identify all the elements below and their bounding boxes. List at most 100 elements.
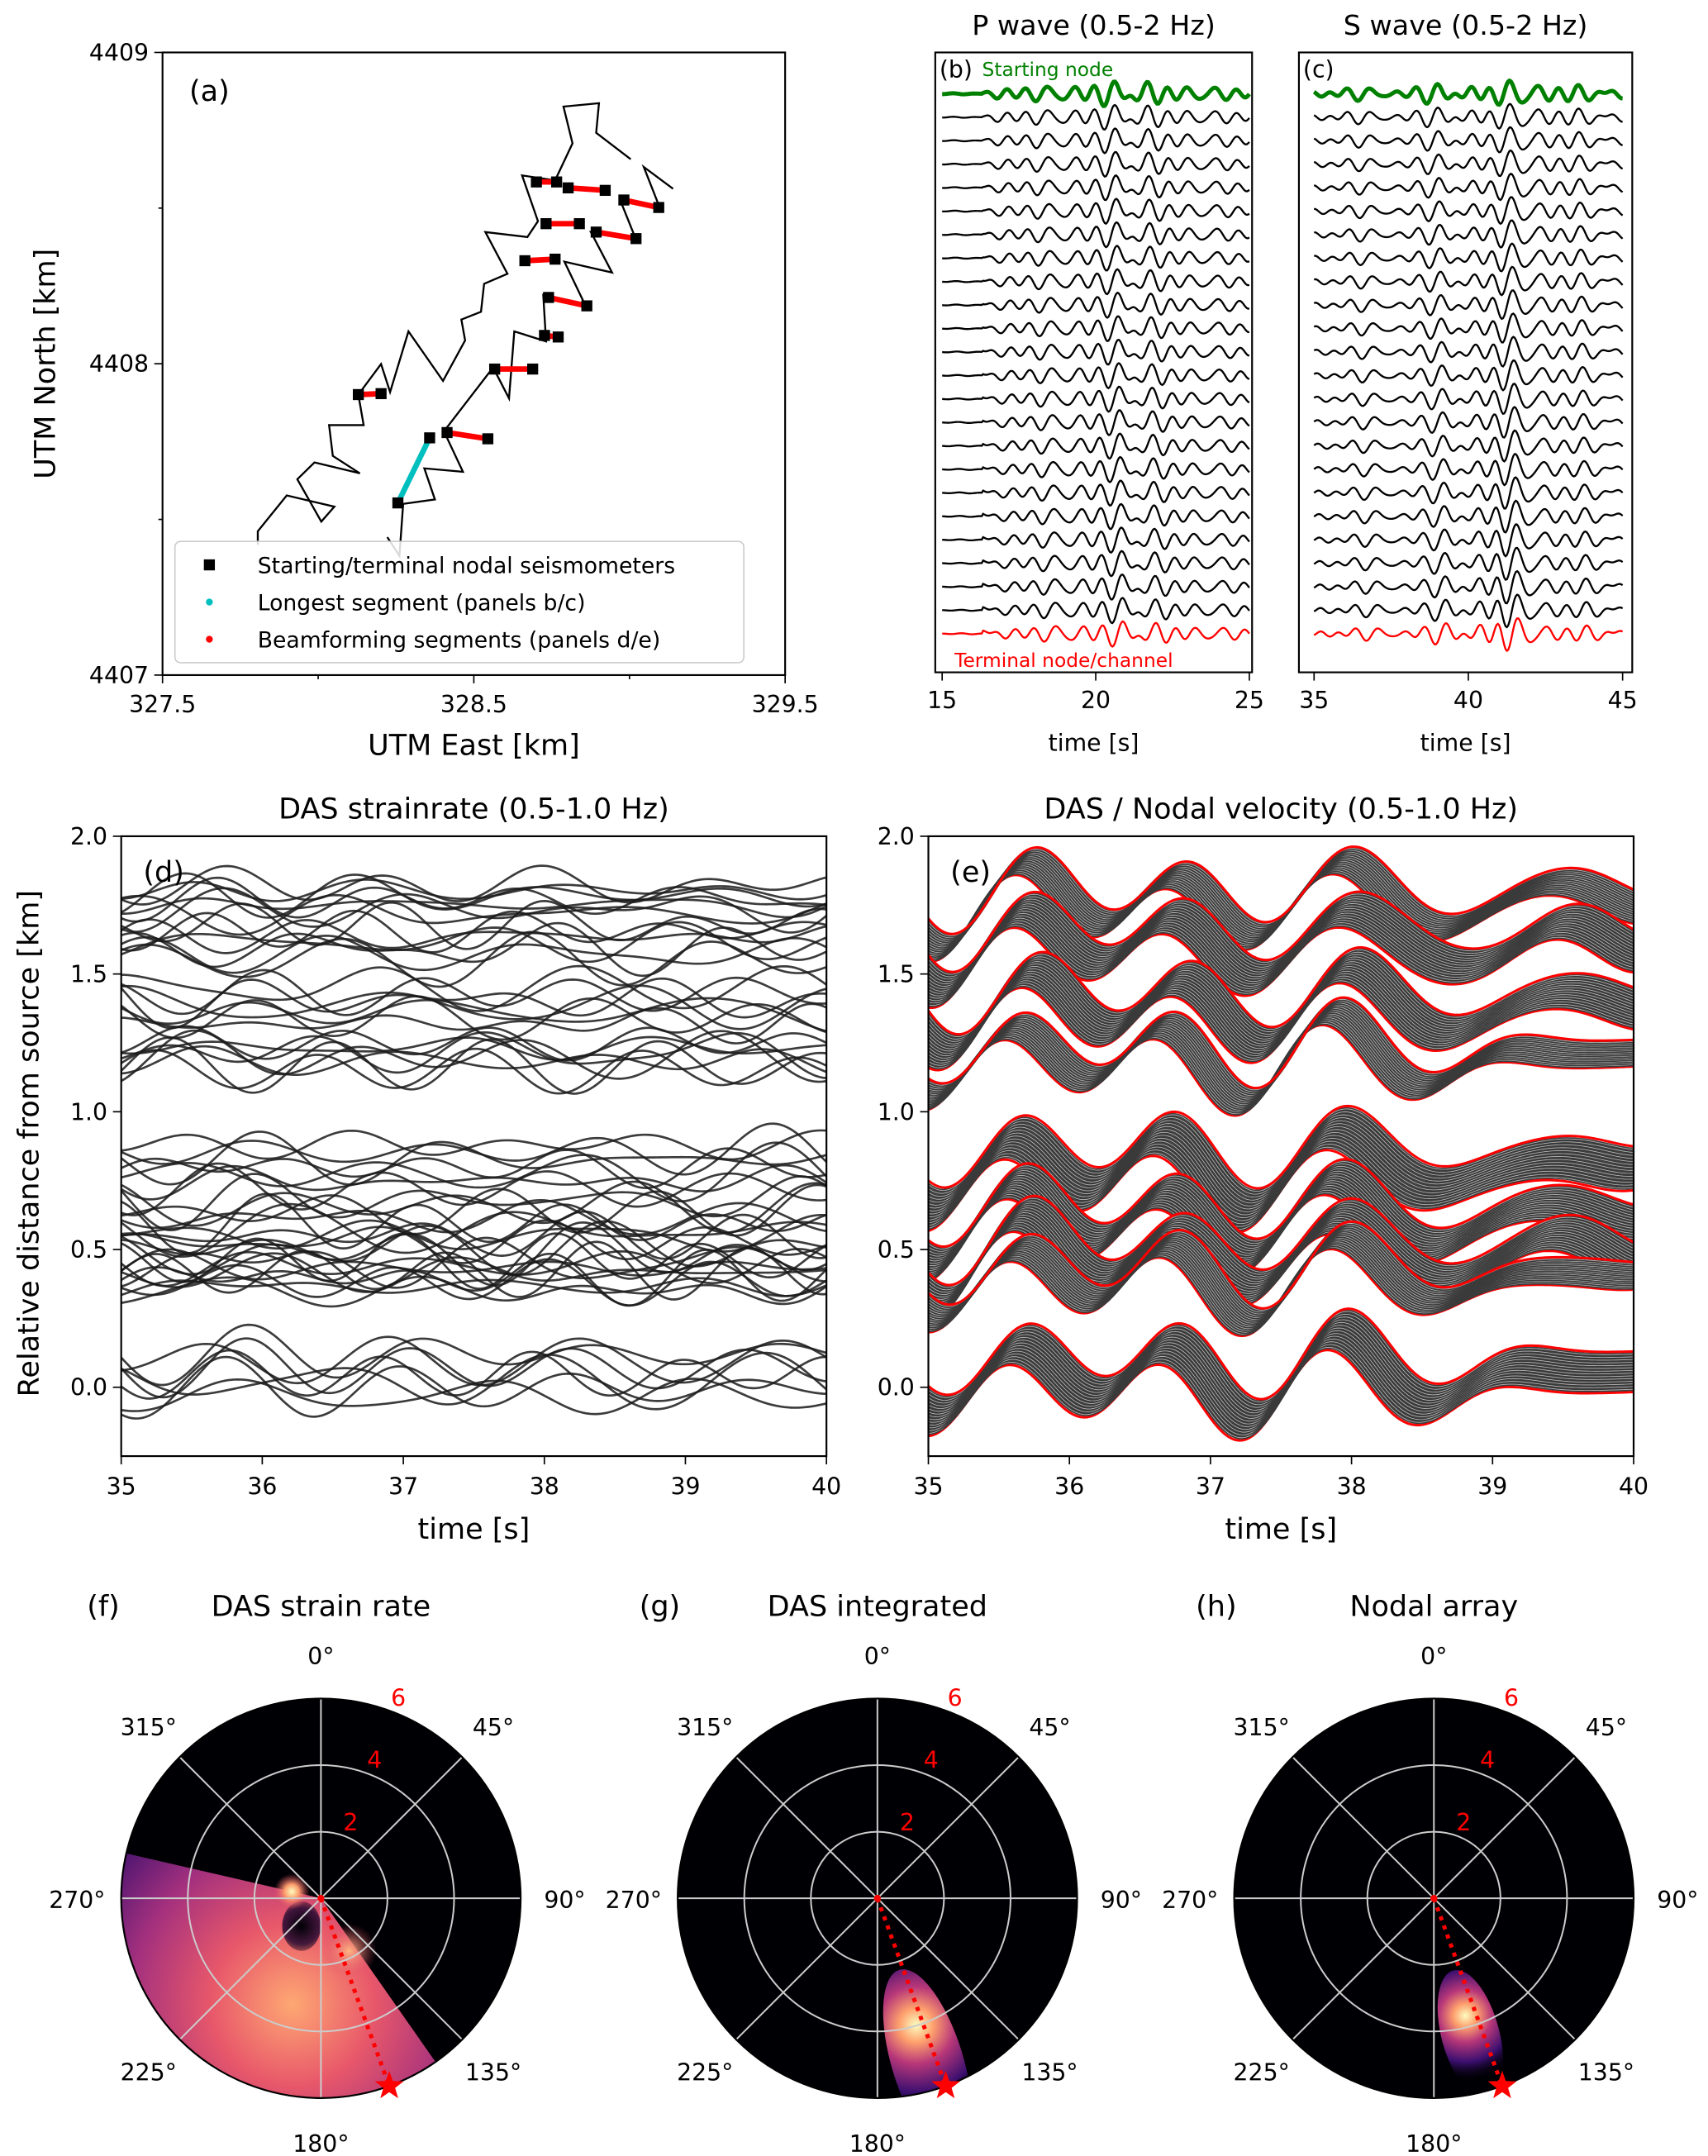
x-tick-label: 40 [1619, 1473, 1649, 1501]
panel-title: DAS / Nodal velocity (0.5-1.0 Hz) [1044, 792, 1518, 826]
trace [1313, 172, 1624, 202]
das-trace [121, 997, 827, 1033]
das-trace [121, 1351, 827, 1411]
das-trace [121, 1236, 827, 1289]
nodal-seismometer-marker [552, 331, 564, 343]
das-trace [121, 1240, 827, 1301]
das-trace [121, 1162, 827, 1216]
beam-power-heatmap [883, 1969, 973, 2098]
das-trace [121, 893, 827, 936]
legend-frame [174, 540, 745, 664]
trace [1314, 265, 1624, 297]
angle-label: 0° [864, 1643, 891, 1670]
nodal-seismometer-marker [530, 176, 542, 188]
source-star-icon [931, 2070, 960, 2099]
trace [942, 432, 1250, 460]
terminal-node-label: Terminal node/channel [954, 649, 1173, 672]
y-axis-label: Relative distance from source [km] [13, 890, 46, 1397]
x-tick-label: 328.5 [440, 691, 507, 718]
radial-label: 2 [1456, 1809, 1471, 1836]
y-tick-label: 0.0 [70, 1374, 107, 1402]
angle-label: 315° [677, 1714, 733, 1741]
polar-frame [120, 1697, 522, 2099]
y-tick-label: 4407 [89, 662, 149, 689]
terminal-trace [1313, 617, 1624, 653]
trace [1314, 242, 1624, 273]
nodal-trace [928, 996, 1634, 1090]
polar-panel-f: 0° 45° 90° 135° 180° 225° 270° 315° 2 4 6 DAS strai… [49, 1590, 585, 2156]
array-center-marker [873, 1894, 882, 1902]
trace [1313, 336, 1624, 368]
panel-title: DAS strain rate [212, 1590, 431, 1623]
panel-a: 327.5 328.5 329.5 4409 4408 4407 UTM East [km]… [30, 39, 819, 762]
beamforming-segment [548, 294, 588, 309]
das-trace [121, 1198, 827, 1236]
x-tick-label: 36 [1054, 1473, 1084, 1501]
x-tick-label: 39 [670, 1473, 700, 1501]
panel-letter: (h) [1196, 1590, 1237, 1623]
source-direction-line [875, 1897, 948, 2087]
panel-letter: (g) [640, 1590, 681, 1623]
x-tick-label: 36 [247, 1473, 277, 1501]
x-axis-label: time [s] [1049, 730, 1139, 757]
das-trace [121, 1221, 827, 1287]
panel-b: 15 20 25 P wave (0.5-2 Hz) time [s] (b) Starti… [927, 9, 1264, 757]
source-direction-line [1431, 1897, 1505, 2087]
angle-label: 180° [849, 2130, 906, 2156]
x-axis-label: time [s] [418, 1513, 530, 1546]
radial-label: 2 [900, 1809, 915, 1836]
panel-letter: (e) [950, 856, 991, 889]
radial-label: 6 [1504, 1685, 1519, 1712]
angle-label: 315° [121, 1714, 177, 1741]
das-trace [121, 1029, 827, 1083]
das-trace [121, 1323, 827, 1387]
traces [928, 845, 1634, 1442]
das-trace [121, 1258, 827, 1306]
nodal-trace [928, 1220, 1634, 1310]
das-trace [121, 1219, 827, 1264]
trace [1313, 453, 1624, 487]
das-trace [121, 1173, 827, 1232]
trace [1313, 569, 1624, 605]
das-trace [121, 1035, 827, 1061]
heatmap-peak [883, 1969, 973, 2098]
y-tick-label: 1.5 [878, 961, 915, 988]
das-trace [121, 864, 827, 906]
nodal-seismometer-marker [618, 194, 630, 206]
angle-label: 135° [465, 2058, 521, 2086]
polar-panel-g: 0° 45° 90° 135° 180° 225° 270° 315° 2 4 6 DAS integ… [606, 1590, 1142, 2156]
polar-panel-h: 0° 45° 90° 135° 180° 225° 270° 315° 2 4 6 Nodal arr… [1162, 1590, 1698, 2156]
das-trace [121, 1249, 827, 1307]
x-tick-label: 329.5 [752, 691, 819, 718]
das-trace [121, 872, 827, 919]
panel-title: Nodal array [1349, 1590, 1518, 1623]
angle-label: 0° [307, 1643, 334, 1670]
panel-letter: (d) [143, 856, 184, 889]
x-tick-label: 35 [913, 1473, 943, 1501]
angle-label: 135° [1578, 2058, 1634, 2086]
x-tick-label: 25 [1235, 687, 1264, 714]
heatmap-low [282, 1901, 321, 1951]
starting-node-trace [1312, 78, 1623, 107]
nodal-seismometer-marker [424, 432, 435, 444]
das-trace [121, 1355, 827, 1420]
angle-label: 180° [1406, 2130, 1462, 2156]
nodal-seismometer-marker [540, 217, 552, 230]
angle-label: 90° [544, 1887, 585, 1914]
y-tick-label: 1.0 [878, 1098, 915, 1126]
trace [1313, 149, 1624, 178]
trace [942, 221, 1250, 249]
trace [942, 291, 1249, 319]
y-tick-label: 1.0 [70, 1098, 107, 1126]
nodal-seismometer-marker [488, 363, 501, 375]
panel-c: 35 40 45 S wave (0.5-2 Hz) time [s] (c) [1297, 9, 1638, 757]
panel-letter: (a) [189, 75, 230, 108]
trace [1313, 546, 1624, 582]
axes-frame [927, 835, 1635, 1458]
legend-marker-dot [206, 635, 213, 643]
trace [1313, 289, 1624, 321]
das-trace [121, 969, 827, 1016]
angle-label: 90° [1657, 1887, 1698, 1914]
panel-title: DAS integrated [768, 1590, 987, 1623]
